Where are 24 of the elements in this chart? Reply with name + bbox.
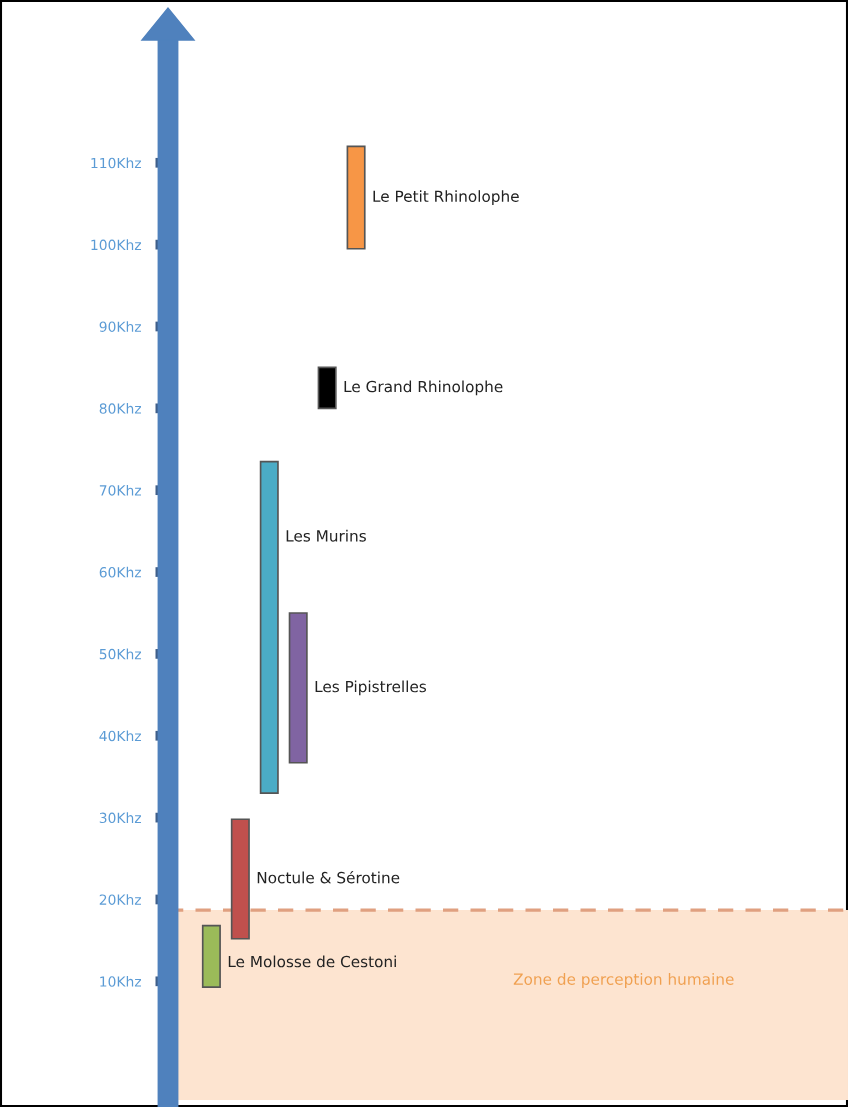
annotation: Les Pipistrelles	[315, 680, 427, 696]
y-tick-label: 90Khz	[99, 321, 142, 332]
annotation: Le Molosse de Cestoni	[228, 955, 396, 968]
bar	[346, 145, 366, 250]
annotation: Noctule & Sérotine	[257, 870, 400, 884]
annotation: Les Murins	[286, 529, 366, 542]
y-tick-label: 110Khz	[91, 157, 142, 169]
y-tick-label: 10Khz	[100, 976, 142, 987]
y-tick-label: 70Khz	[99, 484, 142, 496]
y-tick-label: 60Khz	[99, 566, 142, 578]
bar	[317, 366, 337, 410]
y-tick-label: 50Khz	[99, 648, 142, 660]
bar	[201, 924, 221, 988]
annotation: Le Grand Rhinolophe	[344, 380, 503, 396]
y-tick-label: 100Khz	[91, 239, 142, 251]
y-tick-label: 20Khz	[99, 894, 142, 905]
bar	[259, 460, 279, 794]
bar	[288, 612, 308, 764]
bar	[230, 818, 250, 940]
text: Le Petit Rhinolophe	[373, 190, 519, 205]
y-tick-label: 80Khz	[99, 403, 142, 414]
y-tick-label: 30Khz	[99, 812, 142, 824]
y-tick-label: 40Khz	[99, 730, 142, 742]
band-label: Zone de perception humaine	[513, 973, 734, 988]
